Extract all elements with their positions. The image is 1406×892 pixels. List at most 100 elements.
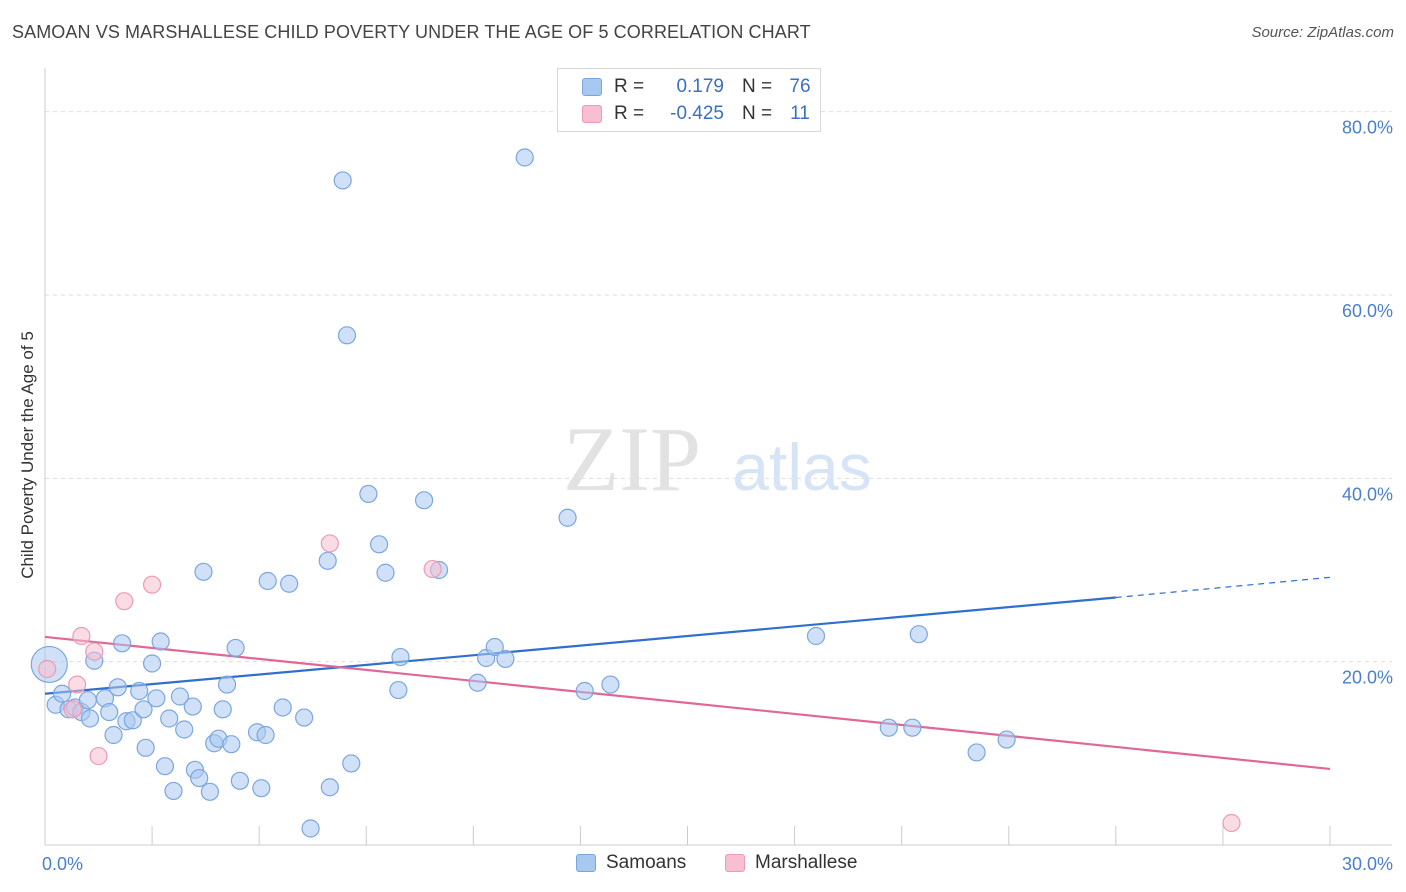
point-samoans — [342, 754, 361, 773]
point-samoans — [320, 778, 339, 797]
legend-n-label: N = — [742, 103, 773, 124]
point-samoans — [151, 632, 170, 651]
y-tick-label: 40.0% — [1342, 484, 1393, 504]
point-samoans — [273, 698, 292, 717]
point-marshallese — [68, 675, 87, 694]
point-marshallese — [320, 534, 339, 553]
watermark-zip: ZIP — [563, 408, 701, 510]
point-samoans — [213, 700, 232, 719]
legend-item-marshallese: Marshallese — [725, 852, 857, 874]
point-samoans — [879, 718, 898, 737]
y-tick-label: 60.0% — [1342, 301, 1393, 321]
label-samoans: Samoans — [606, 852, 687, 873]
point-samoans — [100, 702, 119, 722]
point-samoans — [155, 757, 175, 776]
legend-r-label: R = — [614, 103, 645, 124]
grid-lines — [45, 111, 1392, 663]
legend-n-value: 76 — [789, 76, 811, 97]
y-tick-label: 80.0% — [1342, 118, 1393, 138]
legend-swatch-samoans — [582, 78, 602, 96]
point-samoans — [376, 563, 395, 582]
legend-box: R = 0.179 N = 76 R = -0.425 N = 11 — [557, 68, 821, 132]
point-marshallese — [85, 642, 104, 661]
point-samoans — [318, 551, 337, 570]
point-samoans — [997, 730, 1016, 749]
point-samoans — [601, 675, 620, 694]
point-samoans — [515, 148, 534, 167]
legend-n-label: N = — [742, 76, 773, 97]
legend-n-value: 11 — [790, 103, 810, 124]
legend-row-samoans: R = 0.179 N = 76 — [558, 74, 820, 100]
point-samoans — [200, 782, 220, 801]
point-samoans — [78, 691, 97, 710]
legend-swatch-marshallese — [582, 105, 602, 123]
point-samoans — [370, 535, 389, 554]
point-samoans — [183, 697, 202, 716]
point-samoans — [190, 768, 209, 788]
point-samoans — [558, 508, 577, 527]
point-samoans — [194, 562, 213, 581]
legend-item-samoans: Samoans — [576, 852, 686, 874]
point-samoans — [337, 326, 357, 345]
point-samoans — [909, 625, 928, 644]
point-samoans — [175, 720, 194, 739]
point-samoans — [230, 771, 249, 790]
watermark: ZIP atlas — [563, 408, 872, 510]
point-marshallese — [1222, 813, 1241, 833]
bottom-legend: Samoans Marshallese — [0, 852, 1406, 878]
point-samoans — [391, 647, 410, 667]
point-samoans — [258, 571, 277, 591]
point-marshallese — [72, 626, 91, 646]
point-samoans — [170, 687, 190, 706]
point-samoans — [130, 681, 149, 701]
legend-row-marshallese: R = -0.425 N = 11 — [558, 101, 820, 127]
point-samoans — [160, 709, 179, 728]
point-marshallese — [63, 700, 82, 719]
swatch-samoans — [576, 854, 596, 872]
legend-r-label: R = — [614, 76, 645, 97]
point-samoans — [256, 725, 275, 745]
trend-line-samoans-extension — [1115, 576, 1331, 599]
legend-r-value: -0.425 — [670, 103, 724, 124]
source-credit: Source: ZipAtlas.com — [1251, 24, 1394, 41]
point-samoans — [295, 708, 314, 727]
point-samoans — [104, 725, 123, 745]
point-samoans — [53, 684, 72, 703]
point-samoans — [147, 689, 166, 708]
point-samoans — [217, 675, 237, 694]
x-tick-label: 30.0% — [1342, 854, 1393, 874]
point-marshallese — [423, 559, 442, 579]
point-samoans — [108, 678, 127, 697]
axes — [44, 68, 1392, 846]
point-samoans — [252, 779, 271, 798]
point-marshallese — [89, 746, 108, 766]
point-samoans — [414, 491, 434, 510]
x-tick-label: 0.0% — [42, 854, 83, 874]
point-samoans — [389, 680, 408, 700]
point-samoans — [575, 681, 594, 701]
point-samoans — [359, 484, 378, 504]
point-samoans — [468, 673, 487, 692]
swatch-marshallese — [725, 854, 745, 872]
point-samoans — [134, 700, 153, 719]
data-points — [30, 148, 1241, 838]
trend-line-marshallese — [44, 635, 1331, 771]
point-samoans — [903, 718, 922, 737]
point-samoans — [226, 638, 245, 658]
trend-line-samoans — [44, 596, 1116, 695]
point-samoans — [496, 649, 515, 669]
point-marshallese — [115, 592, 134, 611]
point-samoans — [806, 626, 826, 646]
point-samoans — [301, 819, 320, 838]
y-tick-label: 20.0% — [1342, 668, 1393, 688]
point-samoans — [222, 735, 241, 754]
point-marshallese — [38, 659, 57, 679]
legend-r-value: 0.179 — [676, 76, 724, 97]
watermark-atlas: atlas — [732, 430, 871, 504]
point-samoans — [280, 574, 299, 593]
chart-title: SAMOAN VS MARSHALLESE CHILD POVERTY UNDE… — [12, 22, 811, 42]
point-samoans — [112, 634, 132, 653]
point-samoans — [136, 738, 155, 757]
point-samoans — [967, 743, 986, 762]
